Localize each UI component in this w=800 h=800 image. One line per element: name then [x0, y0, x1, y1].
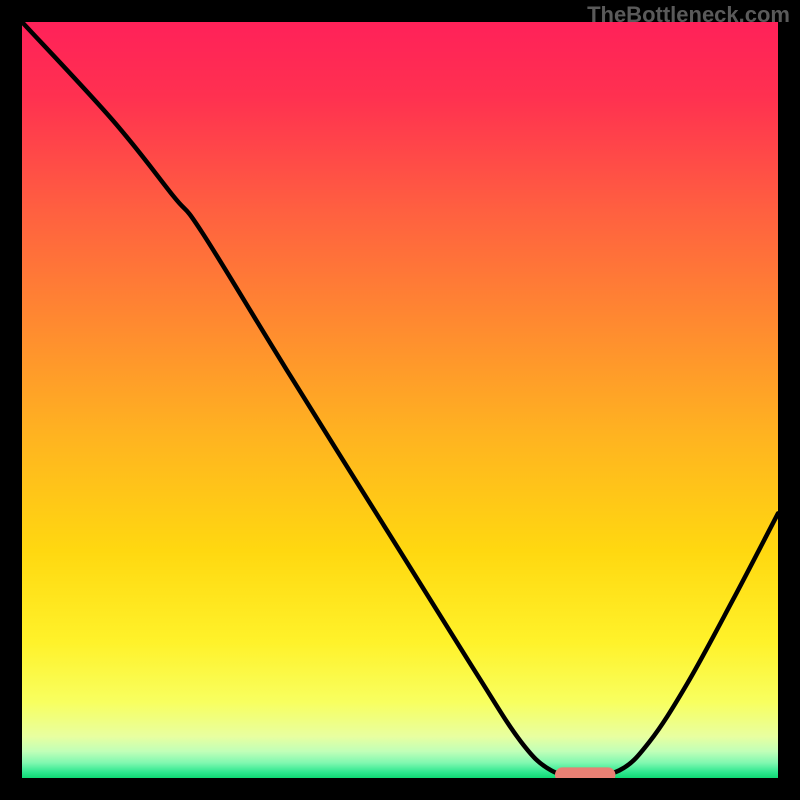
- chart-container: { "meta": { "watermark": "TheBottleneck.…: [0, 0, 800, 800]
- border-left: [0, 0, 22, 800]
- border-bottom: [0, 778, 800, 800]
- border-right: [778, 0, 800, 800]
- watermark-text: TheBottleneck.com: [587, 2, 790, 28]
- gradient-background: [22, 22, 778, 778]
- bottleneck-chart: [0, 0, 800, 800]
